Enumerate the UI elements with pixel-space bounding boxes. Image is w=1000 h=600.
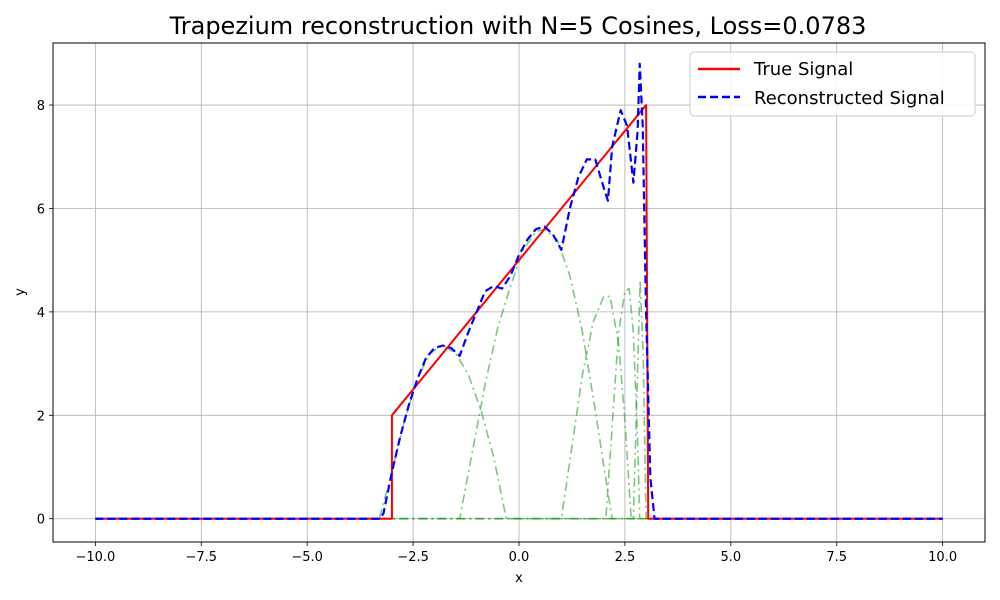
x-tick-label: 0.0 xyxy=(509,550,530,565)
x-tick-label: −5.0 xyxy=(291,550,323,565)
x-tick-label: −2.5 xyxy=(397,550,429,565)
legend-box xyxy=(689,51,976,117)
y-tick-label: 0 xyxy=(37,513,45,528)
series-cosine-component-2 xyxy=(95,228,943,520)
series-cosine-component-3 xyxy=(95,295,943,520)
x-axis-label: x xyxy=(515,571,523,586)
y-axis-label: y xyxy=(13,288,28,296)
ticks: −10.0 −7.5 −5.0 −2.5 0.0 2.5 5.0 7.5 10.0 0 2 4 6 8 xyxy=(37,99,957,565)
y-tick-label: 6 xyxy=(37,202,45,217)
y-tick-label: 4 xyxy=(37,306,45,321)
series-reconstructed-signal xyxy=(95,62,943,520)
series-layer xyxy=(95,62,943,520)
x-tick-label: 7.5 xyxy=(826,550,847,565)
series-cosine-component-5 xyxy=(95,280,943,520)
legend-label-true-signal: True Signal xyxy=(753,59,853,80)
legend: True Signal Reconstructed Signal xyxy=(689,51,976,117)
x-tick-label: 2.5 xyxy=(615,550,636,565)
x-tick-label: 5.0 xyxy=(720,550,741,565)
chart-title: Trapezium reconstruction with N=5 Cosine… xyxy=(169,12,867,40)
x-tick-label: −10.0 xyxy=(75,550,115,565)
x-tick-label: −7.5 xyxy=(185,550,217,565)
series-cosine-component-4 xyxy=(95,287,943,520)
legend-label-reconstructed-signal: Reconstructed Signal xyxy=(754,88,945,109)
y-tick-label: 8 xyxy=(37,99,45,114)
x-tick-label: 10.0 xyxy=(928,550,957,565)
y-tick-label: 2 xyxy=(37,409,45,424)
